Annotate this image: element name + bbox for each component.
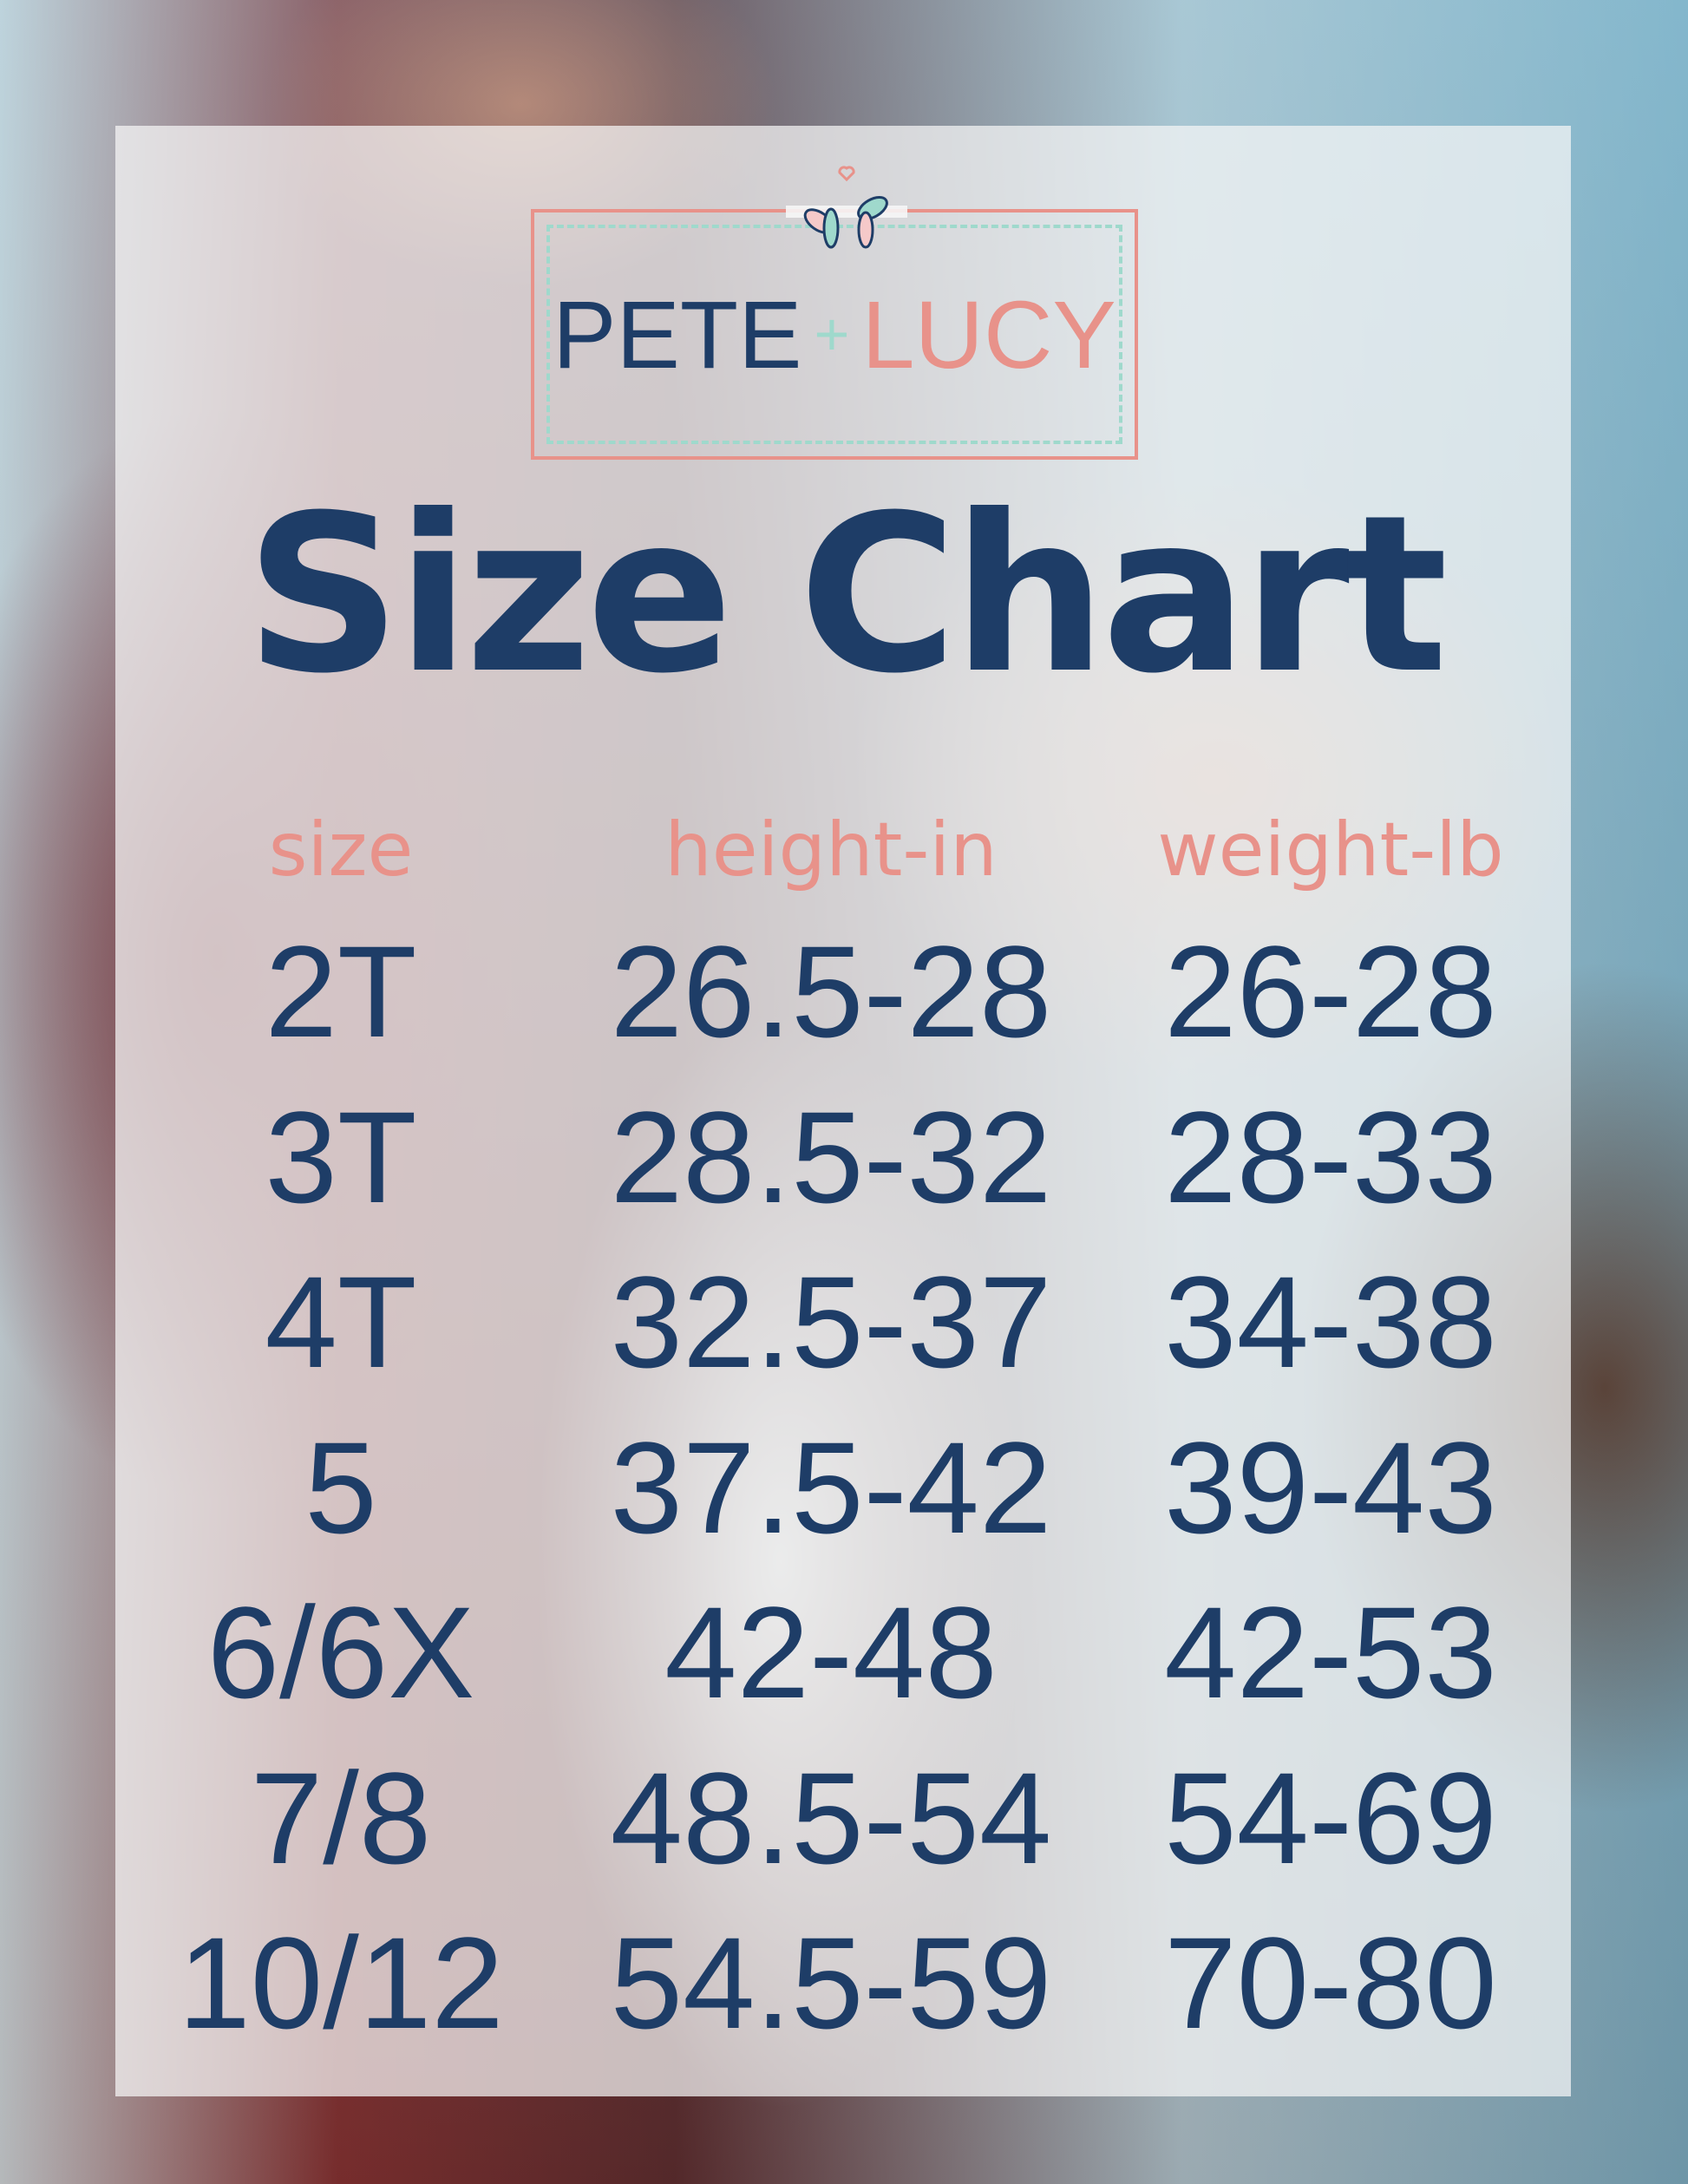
brand-logo: PETE + LUCY (531, 166, 1138, 460)
weight-cell: 39-43 (1164, 1414, 1497, 1560)
height-cell: 42-48 (664, 1579, 998, 1725)
height-cell: 26.5-28 (610, 919, 1052, 1064)
weight-cell: 42-53 (1164, 1579, 1497, 1725)
size-chart-panel (115, 126, 1571, 2096)
weight-cell: 70-80 (1164, 1910, 1497, 2056)
page-title: Size Chart (245, 468, 1449, 721)
weight-cell: 28-33 (1164, 1083, 1497, 1230)
column-header: size (268, 807, 414, 893)
size-cell: 5 (304, 1414, 377, 1560)
size-cell: 6/6X (206, 1579, 475, 1725)
brand-wordmark: PETE + LUCY (534, 278, 1135, 392)
height-cell: 48.5-54 (610, 1744, 1052, 1891)
column-header: weight-lb (1157, 807, 1504, 893)
brand-plus: + (814, 300, 850, 368)
height-cell: 37.5-42 (610, 1414, 1052, 1560)
weight-cell: 26-28 (1164, 919, 1497, 1064)
size-cell: 4T (265, 1249, 417, 1395)
height-cell: 32.5-37 (610, 1249, 1052, 1395)
height-cell: 28.5-32 (610, 1083, 1052, 1230)
size-cell: 10/12 (178, 1910, 504, 2056)
size-cell: 7/8 (250, 1744, 432, 1891)
weight-cell: 34-38 (1164, 1249, 1497, 1395)
size-cell: 3T (265, 1083, 417, 1230)
height-cell: 54.5-59 (610, 1910, 1052, 2056)
size-cell: 2T (265, 919, 417, 1064)
brand-name-right: LUCY (861, 282, 1116, 389)
weight-cell: 54-69 (1164, 1744, 1497, 1891)
column-header: height-in (664, 807, 998, 893)
bugs-heart-icon (803, 166, 888, 249)
brand-name-left: PETE (553, 282, 802, 389)
